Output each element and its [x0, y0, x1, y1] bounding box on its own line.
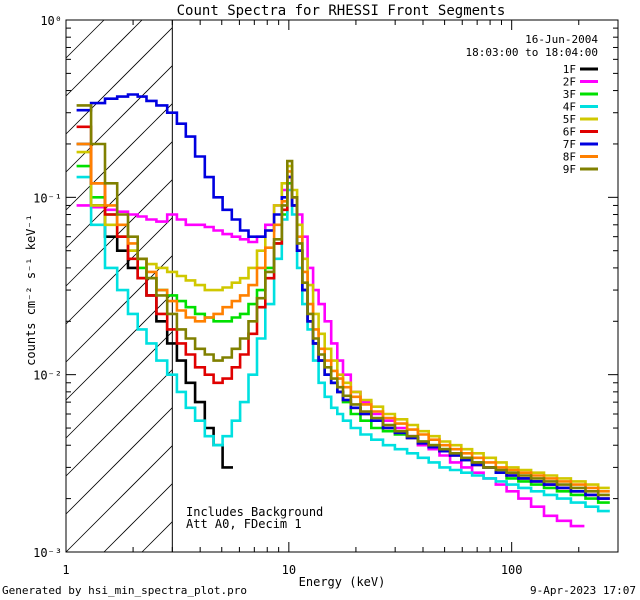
hatch-line — [65, 407, 173, 515]
series-line-3F — [76, 164, 610, 504]
chart-title: Count Spectra for RHESSI Front Segments — [177, 3, 506, 19]
y-tick-label: 10⁻² — [33, 369, 62, 383]
legend-label-3F: 3F — [563, 88, 576, 101]
x-tick-label: 10 — [282, 563, 296, 577]
hatch-line — [65, 103, 173, 211]
hatch-line — [65, 19, 105, 59]
hatch-line — [65, 141, 173, 249]
hatch-line — [65, 27, 173, 135]
legend-label-6F: 6F — [563, 126, 576, 139]
x-axis-label: Energy (keV) — [299, 575, 386, 589]
series-line-6F — [76, 125, 610, 500]
series-line-4F — [76, 175, 610, 513]
generated-by-note: Generated by hsi_min_spectra_plot.pro — [2, 584, 248, 597]
y-axis-label: counts cm⁻² s⁻¹ keV⁻¹ — [24, 214, 38, 366]
hatch-line — [65, 217, 173, 325]
series-line-8F — [76, 142, 610, 493]
hatch-line — [65, 65, 173, 173]
series-line-1F — [76, 142, 233, 469]
hatch-line — [141, 521, 173, 553]
axes: 1 10 100 10⁰ 10⁻¹ 10⁻² 10⁻³ — [33, 14, 619, 577]
legend-label-9F: 9F — [563, 163, 576, 176]
hatch-line — [65, 369, 173, 477]
series-group — [76, 93, 610, 528]
y-tick-label: 10⁰ — [40, 14, 62, 28]
series-line-5F — [76, 150, 610, 490]
attenuator-note: Att A0, FDecim 1 — [186, 517, 302, 531]
background-note: Includes Background — [186, 505, 323, 519]
series-line-2F — [76, 175, 585, 528]
hatched-region — [65, 19, 173, 553]
legend: 16-Jun-2004 18:03:00 to 18:04:00 1F2F3F4… — [466, 33, 599, 176]
y-tick-label: 10⁻³ — [33, 546, 62, 560]
legend-label-1F: 1F — [563, 63, 576, 76]
hatch-line — [65, 19, 143, 97]
plot-frame — [65, 19, 619, 553]
hatch-line — [65, 445, 173, 553]
hatch-line — [103, 483, 173, 553]
x-tick-label: 100 — [501, 563, 523, 577]
series-line-9F — [76, 104, 610, 497]
legend-label-5F: 5F — [563, 113, 576, 126]
x-tick-label: 1 — [62, 563, 69, 577]
hatch-line — [65, 255, 173, 363]
y-tick-label: 10⁻¹ — [33, 191, 62, 205]
legend-label-2F: 2F — [563, 76, 576, 89]
timestamp-note: 9-Apr-2023 17:07 — [530, 584, 636, 597]
legend-label-7F: 7F — [563, 138, 576, 151]
hatch-line — [65, 179, 173, 287]
hatch-line — [65, 331, 173, 439]
legend-label-4F: 4F — [563, 101, 576, 114]
hatch-line — [65, 293, 173, 401]
legend-label-8F: 8F — [563, 151, 576, 164]
date-annotation: 16-Jun-2004 — [525, 33, 598, 46]
time-range-annotation: 18:03:00 to 18:04:00 — [466, 46, 598, 59]
